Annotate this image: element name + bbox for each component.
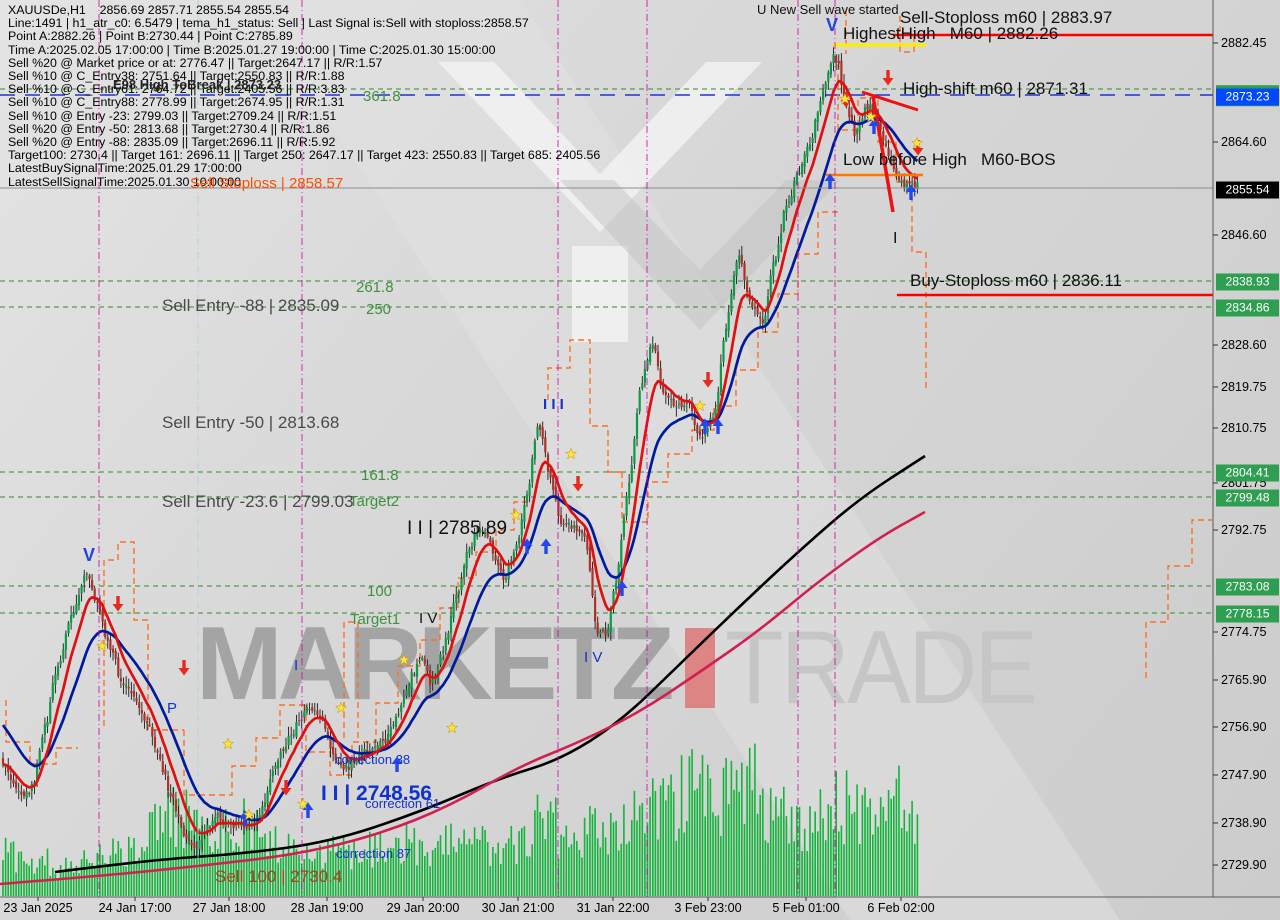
star-signal-icon [509, 508, 523, 521]
background-diagonal-band [250, 0, 1120, 920]
trailing-stop-lines [5, 10, 1212, 796]
star-signal-icon [95, 639, 109, 652]
buy-arrow-icon [712, 418, 724, 426]
trend-segment [871, 95, 895, 213]
buy-arrow-icon [521, 538, 533, 546]
watermark-text-left: MARKETZ [196, 606, 674, 722]
star-signal-icon [693, 399, 707, 412]
star-signal-icon [397, 653, 411, 666]
ma-long-black-line [54, 454, 926, 874]
background-chevron-icon [438, 62, 762, 232]
star-signal-icon [221, 737, 235, 750]
sell-arrow-icon [572, 484, 584, 492]
star-signal-icon [838, 92, 852, 105]
watermark-bar-icon [685, 628, 716, 708]
star-signal-icon [296, 797, 310, 810]
star-signal-icon [864, 110, 878, 123]
vertical-marker-lines [98, 0, 836, 897]
star-signal-icon [910, 136, 924, 149]
buy-arrow-icon [699, 418, 711, 426]
signal-markers [95, 70, 924, 826]
watermark-text-right: TRADE [725, 610, 1038, 726]
sell-arrow-icon [882, 78, 894, 86]
buy-arrow-icon [824, 173, 836, 181]
buy-arrow-icon [868, 118, 880, 126]
background-chevron-shadow [560, 180, 840, 330]
star-signal-icon [334, 701, 348, 714]
ema-slow-blue-line [1, 117, 919, 822]
ma-long-crimson-line [0, 510, 926, 886]
sell-arrow-icon [112, 604, 124, 612]
ema-fast-red-line [2, 79, 918, 835]
buy-arrow-icon [905, 184, 917, 192]
sell-arrow-icon [178, 668, 190, 676]
background-bar-shape [572, 246, 628, 342]
buy-arrow-icon [391, 756, 403, 764]
trend-segment [861, 90, 919, 112]
fib-level-lines [0, 88, 1213, 614]
sell-arrow-icon [912, 148, 924, 156]
sell-arrow-icon [280, 788, 292, 796]
buy-arrow-icon [540, 538, 552, 546]
candlesticks [1, 47, 919, 858]
volume-bars [2, 743, 919, 896]
buy-arrow-icon [616, 580, 628, 588]
sell-arrow-icon [702, 380, 714, 388]
star-signal-icon [445, 721, 459, 734]
watermark: MARKETZ TRADE [196, 606, 1063, 726]
star-signal-icon [564, 447, 578, 460]
star-signal-icon [242, 808, 256, 821]
